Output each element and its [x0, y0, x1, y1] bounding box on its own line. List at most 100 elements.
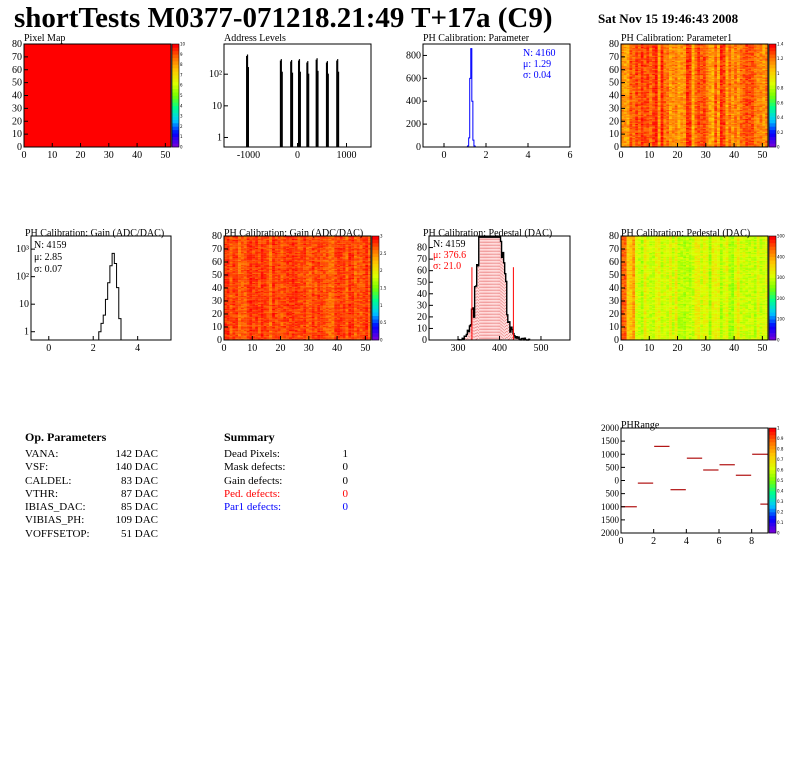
gain-map-cell — [229, 236, 233, 238]
ph-parameter1-cell — [711, 65, 715, 68]
ph-parameter1-cell — [756, 60, 760, 63]
ph-parameter1-cell — [621, 125, 624, 127]
ph-parameter1-cell — [629, 51, 633, 54]
ph-parameter1-cell — [694, 83, 698, 86]
ph-parameter1-cell — [677, 108, 681, 110]
gain-map-cell — [235, 302, 239, 304]
ph-parameter1-cell — [756, 139, 760, 141]
ph-parameter1-cell — [646, 54, 650, 56]
ph-parameter1-cell — [677, 145, 681, 148]
ph-parameter1-cell — [654, 63, 658, 65]
ph-parameter1-cell — [708, 117, 712, 119]
ph-parameter1-cell — [751, 78, 755, 81]
ph-parameter1-cell — [759, 114, 763, 117]
ph-parameter1-cell — [714, 72, 718, 74]
ph-parameter1-cell — [717, 127, 721, 130]
ph-parameter1-cell — [722, 49, 726, 51]
ph-parameter1-cell — [643, 105, 647, 108]
gain-map-cell — [229, 258, 233, 260]
ph-parameter1-cell — [722, 56, 726, 59]
ph-parameter1-cell — [742, 83, 746, 86]
ph-parameter1-cell — [753, 73, 757, 76]
ph-parameter1-cell — [731, 89, 735, 91]
ph-parameter1-cell — [751, 126, 755, 128]
ph-parameter1-cell — [652, 63, 656, 65]
ph-parameter1-cell — [694, 89, 698, 91]
ph-parameter1-cell — [748, 45, 752, 47]
ph-parameter1-cell — [635, 90, 639, 92]
ph-parameter1-cell — [728, 87, 732, 90]
ph-parameter1-cell — [748, 71, 752, 73]
ph-parameter1-cell — [711, 89, 715, 91]
ph-parameter1-cell — [765, 80, 769, 82]
ph-parameter1-cell — [621, 131, 624, 133]
ph-parameter1-cell — [623, 118, 627, 121]
ph-parameter1-cell — [717, 98, 721, 100]
ph-parameter1-cell — [654, 60, 658, 63]
ph-parameter1-cell — [640, 92, 644, 95]
ph-parameter1-cell — [759, 58, 763, 60]
ph-parameter1-cell — [702, 110, 706, 113]
ph-parameter1-cell — [708, 56, 712, 59]
ph-parameter1-cell — [632, 87, 636, 90]
ph-parameter1-cell — [751, 144, 755, 146]
ph-parameter1-cell — [640, 118, 644, 121]
ph-parameter1-cell — [708, 80, 712, 82]
ph-parameter1-cell — [674, 110, 678, 113]
ph-parameter1-cell — [731, 80, 735, 82]
ph-parameter1-cell — [671, 69, 675, 72]
gain-map-cell — [224, 334, 227, 337]
ph-parameter1-cell — [657, 95, 661, 97]
ph-parameter1-cell — [663, 145, 667, 148]
ph-parameter1-cell — [700, 107, 704, 109]
ph-parameter1-cell — [762, 50, 766, 52]
ph-parameter1-cell — [751, 108, 755, 110]
ph-parameter1-cell — [640, 101, 644, 104]
ph-parameter1-cell — [666, 89, 670, 91]
ph-parameter1-colorbar-cell — [769, 102, 776, 107]
ph-parameter1-cell — [759, 47, 763, 50]
gain-map-cell — [224, 284, 227, 286]
ph-parameter1-cell — [711, 144, 715, 146]
gain-map-cell — [226, 338, 230, 341]
ph-parameter1-cell — [753, 50, 757, 52]
ph-parameter1-cell — [635, 140, 639, 142]
gain-map-cell — [224, 311, 227, 313]
ph-parameter1-cell — [654, 53, 658, 55]
ph-parameter-histogram — [466, 48, 476, 148]
ph-parameter1-cell — [649, 63, 653, 65]
ph-parameter1-cell — [623, 83, 627, 86]
ph-parameter1-cell — [751, 95, 755, 97]
ph-parameter1-cell — [654, 47, 658, 50]
ph-parameter1-cell — [649, 123, 653, 126]
ph-parameter1-cell — [728, 74, 732, 77]
ph-parameter1-cell — [640, 62, 644, 64]
ph-parameter1-cell — [674, 63, 678, 65]
ph-parameter1-cell — [705, 100, 709, 103]
ph-parameter1-cell — [674, 51, 678, 54]
ph-parameter1-cell — [643, 87, 647, 90]
ph-parameter1-cell — [697, 113, 701, 115]
ph-parameter1-cell — [711, 73, 715, 76]
ph-parameter1-cell — [756, 85, 760, 87]
ph-parameter1-cell — [654, 130, 658, 132]
gain-map-cell — [238, 294, 242, 296]
gain-map-cell — [229, 304, 233, 307]
ph-parameter1-cell — [646, 91, 650, 94]
ph-parameter1-cell — [635, 143, 639, 145]
ph-parameter1-cell — [725, 100, 729, 103]
ph-parameter1-cell — [722, 72, 726, 74]
ph-parameter1-cell — [649, 116, 653, 118]
ph-parameter1-cell — [751, 55, 755, 58]
gain-map-cell — [240, 242, 244, 244]
ph-parameter1-cell — [683, 76, 687, 78]
ph-parameter1-cell — [697, 92, 701, 95]
ph-parameter1-cell — [745, 71, 749, 73]
ph-parameter1-cell — [751, 60, 755, 63]
ph-parameter1-cell — [640, 45, 644, 47]
ph-parameter1-cell — [700, 137, 704, 140]
ph-parameter1-cell — [759, 116, 763, 118]
ph-parameter1-cell — [702, 58, 706, 60]
ph-parameter1-cell — [671, 87, 675, 90]
gain-map-cell — [232, 245, 236, 247]
